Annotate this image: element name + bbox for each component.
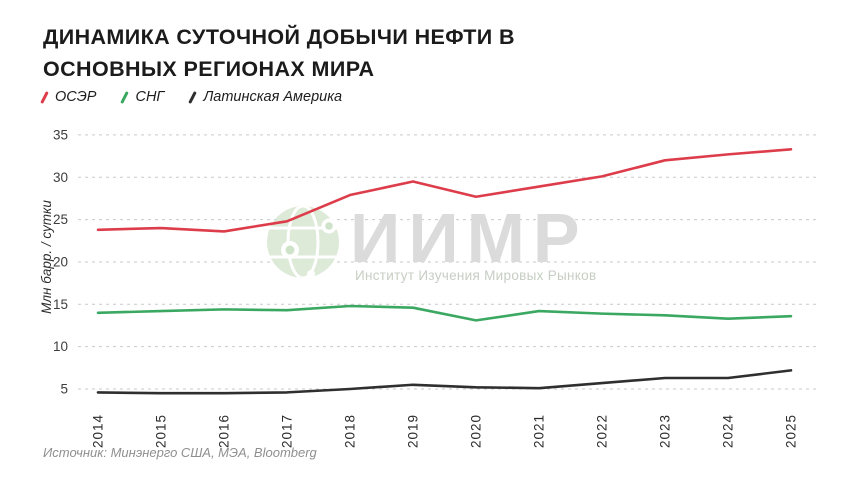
series-lines: [96, 147, 793, 395]
series-line-0: [96, 147, 793, 233]
x-tick-2021: 2021: [532, 414, 547, 448]
x-tick-2020: 2020: [469, 414, 484, 448]
legend-slash-icon: [120, 90, 130, 104]
series-line-1: [96, 304, 793, 322]
y-tick-10: 10: [53, 339, 68, 354]
y-axis-title: Млн барр. / сутки: [39, 200, 54, 314]
page-title: ДИНАМИКА СУТОЧНОЙ ДОБЫЧИ НЕФТИ В ОСНОВНЫ…: [43, 25, 515, 81]
globe-icon: [267, 206, 339, 278]
watermark-title: ИИМР: [350, 199, 588, 277]
gridlines: [78, 134, 820, 390]
legend-item-1: СНГ: [120, 89, 165, 105]
watermark: ИИМР Институт Изучения Мировых Рынков: [267, 199, 596, 283]
x-tick-2023: 2023: [658, 414, 673, 448]
x-tick-2025: 2025: [784, 414, 799, 448]
x-tick-2014: 2014: [91, 414, 106, 448]
legend-label: ОСЭР: [55, 89, 97, 105]
series-line-2: [96, 369, 793, 395]
watermark-subtitle: Институт Изучения Мировых Рынков: [355, 268, 596, 283]
legend-slash-icon: [40, 90, 49, 104]
y-tick-35: 35: [53, 127, 68, 142]
y-tick-30: 30: [53, 170, 68, 185]
y-axis-ticks: 5 10 15 20 25 30 35: [53, 127, 68, 396]
legend-item-2: Латинская Америка: [188, 89, 343, 105]
legend-label: СНГ: [135, 89, 165, 105]
legend-slash-icon: [188, 90, 198, 104]
y-tick-5: 5: [60, 382, 68, 397]
legend-label: Латинская Америка: [203, 89, 343, 105]
x-axis-ticks: 2014 2015 2016 2017 2018 2019 2020 2021 2022 2023…: [91, 414, 799, 448]
legend-item-0: ОСЭР: [40, 89, 97, 105]
source-note: Источник: Минэнерго США, МЭА, Bloomberg: [43, 445, 317, 460]
x-tick-2019: 2019: [406, 414, 421, 448]
y-tick-15: 15: [53, 297, 68, 312]
x-tick-2022: 2022: [595, 414, 610, 448]
x-tick-2024: 2024: [721, 414, 736, 448]
x-tick-2015: 2015: [154, 414, 169, 448]
x-tick-2017: 2017: [280, 414, 295, 448]
chart-legend: ОСЭР СНГ Латинская Америка: [40, 89, 343, 105]
y-tick-20: 20: [53, 254, 68, 269]
x-tick-2016: 2016: [217, 414, 232, 448]
x-tick-2018: 2018: [343, 414, 358, 448]
y-tick-25: 25: [53, 212, 68, 227]
